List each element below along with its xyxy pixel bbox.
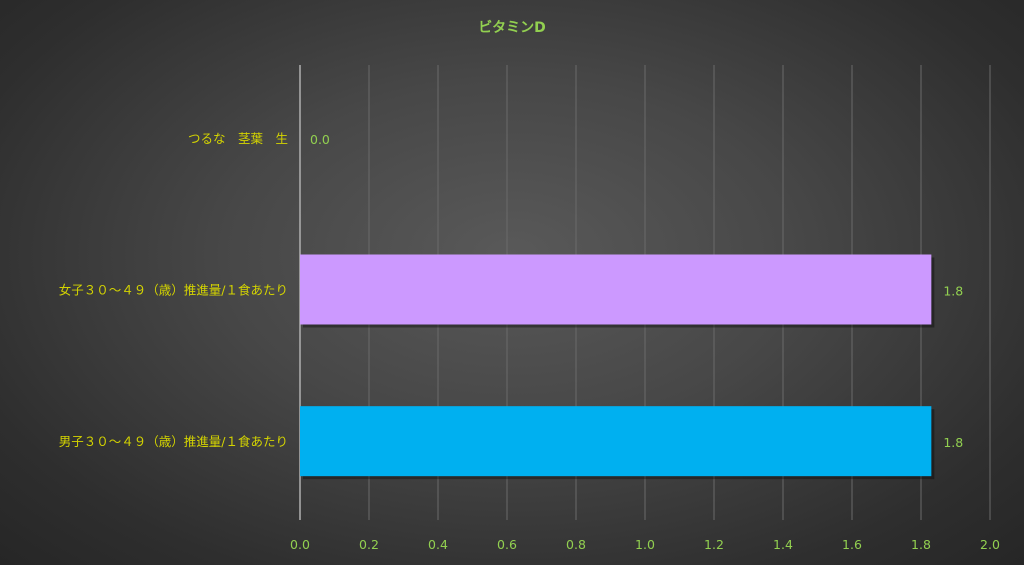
bar bbox=[300, 406, 932, 477]
x-tick-label: 2.0 bbox=[980, 537, 1000, 552]
data-label: 0.0 bbox=[310, 132, 330, 147]
x-tick-label: 1.8 bbox=[911, 537, 931, 552]
x-tick-label: 0.6 bbox=[497, 537, 517, 552]
x-tick-label: 0.2 bbox=[359, 537, 379, 552]
data-label: 1.8 bbox=[943, 284, 963, 299]
bar bbox=[300, 254, 932, 325]
x-tick-label: 0.8 bbox=[566, 537, 586, 552]
chart-title: ビタミンD bbox=[478, 20, 546, 36]
category-label: つるな 茎葉 生 bbox=[188, 131, 288, 146]
category-label: 女子３０～４９（歳）推進量/１食あたり bbox=[59, 283, 288, 298]
x-tick-label: 1.0 bbox=[635, 537, 655, 552]
x-tick-label: 1.6 bbox=[842, 537, 862, 552]
x-tick-label: 0.4 bbox=[428, 537, 448, 552]
x-tick-label: 0.0 bbox=[290, 537, 310, 552]
category-label: 男子３０～４９（歳）推進量/１食あたり bbox=[59, 434, 288, 449]
data-label: 1.8 bbox=[943, 435, 963, 450]
x-tick-label: 1.4 bbox=[773, 537, 793, 552]
x-tick-label: 1.2 bbox=[704, 537, 724, 552]
